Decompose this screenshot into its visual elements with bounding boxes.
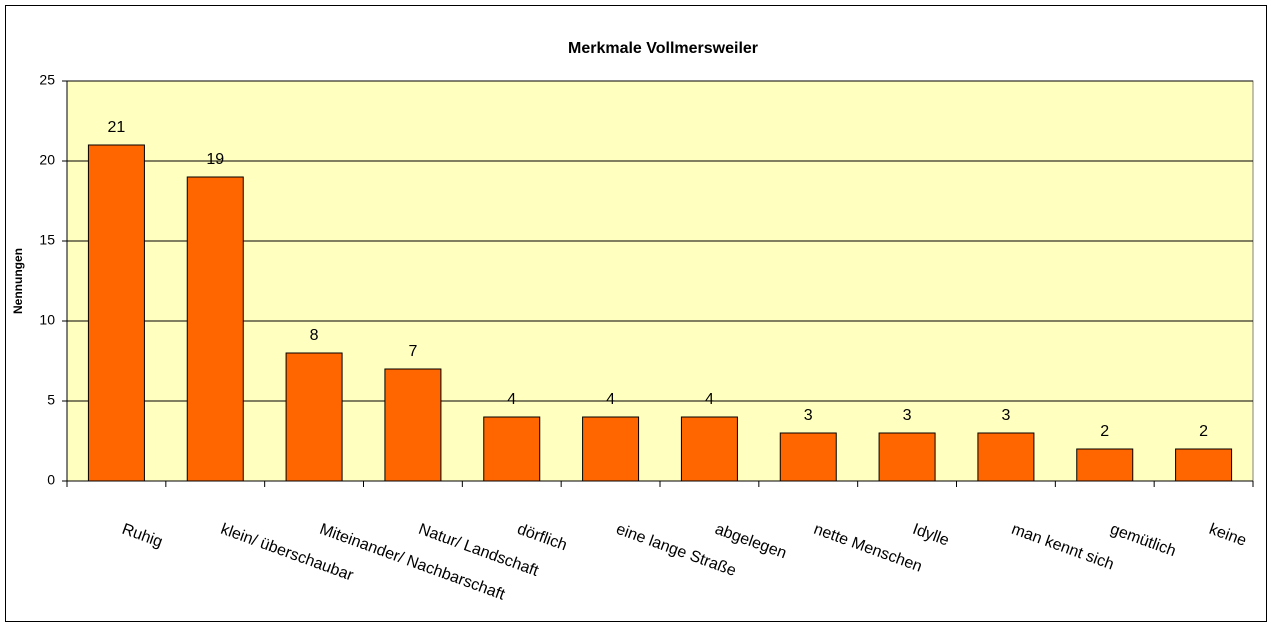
bar	[87, 144, 145, 482]
y-tick-label: 15	[39, 232, 55, 248]
data-label: 2	[1100, 423, 1109, 440]
data-label: 4	[606, 391, 615, 408]
data-label: 2	[1199, 423, 1208, 440]
bar	[680, 416, 738, 482]
data-label: 3	[1001, 407, 1010, 424]
data-label: 3	[903, 407, 912, 424]
data-label: 8	[310, 327, 319, 344]
data-label: 3	[804, 407, 813, 424]
y-tick-label: 5	[47, 392, 55, 408]
data-label: 7	[408, 343, 417, 360]
bar	[285, 352, 343, 482]
data-label: 19	[206, 151, 224, 168]
data-label: 4	[507, 391, 516, 408]
data-label: 4	[705, 391, 714, 408]
bar	[1175, 448, 1233, 482]
y-tick-label: 0	[47, 472, 55, 488]
data-label: 21	[108, 119, 126, 136]
bar	[186, 176, 244, 482]
bar	[384, 368, 442, 482]
bar	[582, 416, 640, 482]
y-tick-label: 10	[39, 312, 55, 328]
bar	[483, 416, 541, 482]
plot-area	[66, 80, 1254, 482]
y-tick-label: 20	[39, 152, 55, 168]
bar	[878, 432, 936, 482]
bar	[977, 432, 1035, 482]
bar	[779, 432, 837, 482]
chart-title: Merkmale Vollmersweiler	[568, 40, 758, 57]
bar	[1076, 448, 1134, 482]
y-tick-label: 25	[39, 72, 55, 88]
y-axis-label: Nennungen	[11, 248, 25, 314]
